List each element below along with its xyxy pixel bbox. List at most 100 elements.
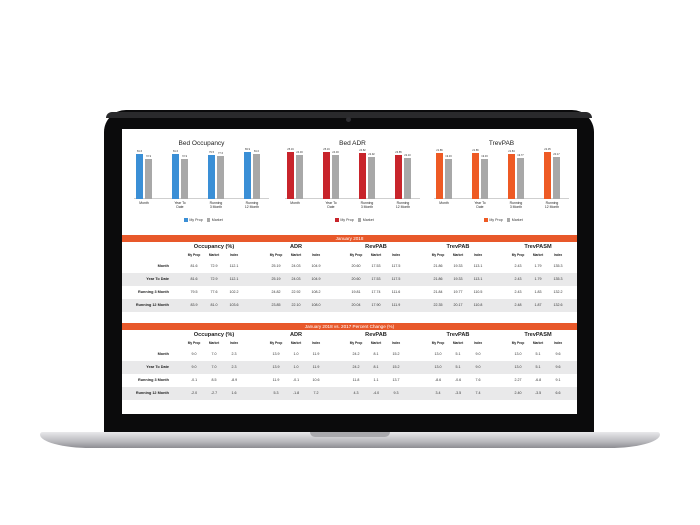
charts-area: Bed Occupancy Month Year To Date Running 3 … [122,129,577,231]
table-cell: 102.2 [229,290,239,294]
row-label: Year To Date [146,365,169,369]
bar-my-prop [472,153,479,199]
table-subheader-row: My Prop Market Index My Prop Market Index My P… [122,252,577,260]
lid-bezel-highlight [106,112,592,118]
table-cell: -8.9 [230,378,238,382]
chart-title: Bed Occupancy [178,140,225,147]
table-cell: 11.9 [312,352,320,356]
bar-value-label: 21.86 [436,149,443,153]
table-cell: 79.5 [190,290,198,294]
category-label: Running 3 Month [360,201,374,209]
table-cell: 1.83 [534,290,542,294]
legend-label: Market [211,218,223,222]
table-subheader-row: My Prop Market Index My Prop Market Index My P… [122,340,577,348]
legend-swatch [357,218,362,222]
laptop-base [40,432,660,448]
table-group-header: Occupancy (%) [193,244,235,250]
table-cell: 25.19 [271,264,281,268]
table-column-header: Market [452,341,464,345]
table-cell: 13.0 [514,352,522,356]
row-label: Running 12 Month [135,391,169,395]
chart-baseline [285,198,420,199]
table-cell: 81.0 [210,303,218,307]
table-cell: 17.53 [371,277,381,281]
table-cell: 83.9 [190,303,198,307]
table-cell: 135.3 [553,277,563,281]
table-row: Year To Date 81.6 72.9 112.1 25.19 24.03 104.9… [122,273,577,286]
chart-title: TrevPAB [488,140,515,147]
bar-market [553,156,560,199]
legend-label: My Prop [489,218,503,222]
row-label: Month [157,352,169,356]
bar-my-prop [323,152,330,199]
bar-value-label: 22.92 [368,152,375,156]
bar-market [368,156,375,199]
row-label: Month [157,264,169,268]
table-cell: -2.7 [210,391,218,395]
chart-legend: My Prop Market [285,218,420,222]
table-cell: 108.2 [311,290,321,294]
bar-value-label: 81.0 [253,150,260,153]
bar-value-label: 19.33 [481,154,488,158]
table-cell: 81.6 [190,277,198,281]
table-cell: 6.6 [555,391,561,395]
table-column-header: My Prop [431,341,445,345]
table-cell: 104.9 [311,264,321,268]
section-title-percent-change: January 2018 vs. 2017 Percent Change (%) [122,323,577,330]
table-column-header: Index [553,253,563,257]
bar-my-prop [287,152,294,199]
chart-trevpab: TrevPAB Month Year To Date Running 3 Month R… [434,129,569,231]
bar-my-prop [395,154,402,199]
table-column-header: Index [391,253,401,257]
table-cell: 1.79 [534,277,542,281]
laptop-notch [310,432,390,437]
table-cell: 8.1 [373,352,379,356]
legend-label: My Prop [189,218,203,222]
table-cell: 7.6 [475,378,481,382]
bar-value-label: 24.82 [359,149,366,153]
table-cell: 13.0 [434,352,442,356]
table-column-header: My Prop [349,341,363,345]
category-label: Running 12 Month [395,201,411,209]
bar-value-label: 83.9 [244,148,251,152]
table-cell: 20.17 [453,303,463,307]
table-cell: 132.2 [553,290,563,294]
table-cell: 108.0 [311,303,321,307]
table-cell: 24.2 [352,365,360,369]
bar-market [481,158,488,199]
table-column-header: Market [290,341,302,345]
category-label: Month [139,201,149,205]
bar-value-label: 72.9 [145,154,152,158]
table-row: Year To Date 9.0 7.0 2.3 13.9 1.0 11.9 24.2 8.1 1… [122,361,577,374]
table-cell: 7.0 [211,365,217,369]
summary-table: Occupancy (%) ADR RevPAB TrevPAB TrevPASM My … [122,242,577,312]
table-cell: 117.5 [391,264,401,268]
table-cell: 7.0 [211,352,217,356]
table-cell: 104.9 [311,277,321,281]
table-cell: 15.2 [392,352,400,356]
table-column-header: Market [532,253,544,257]
table-cell: 112.1 [229,277,239,281]
table-cell: 22.35 [433,303,443,307]
table-cell: 81.6 [190,264,198,268]
table-cell: 24.82 [271,290,281,294]
table-cell: 19.81 [351,290,361,294]
bar-value-label: 21.86 [472,149,479,153]
chart-legend: My Prop Market [434,218,569,222]
table-cell: 19.33 [453,277,463,281]
table-cell: 2.48 [514,303,522,307]
chart-plot: 21.86 19.33 21.86 19.33 21.84 19.77 22.35 20.17 [434,148,569,199]
table-cell: 21.84 [433,290,443,294]
table-column-header: My Prop [431,253,445,257]
table-cell: 2.3 [231,352,237,356]
table-column-header: My Prop [349,253,363,257]
table-column-header: My Prop [187,253,201,257]
table-cell: -0.1 [292,378,300,382]
table-cell: 72.9 [210,264,218,268]
table-cell: 7.4 [475,391,481,395]
table-row: Running 3 Month 79.5 77.6 102.2 24.82 22.92 10… [122,286,577,299]
category-label: Running 3 Month [209,201,223,209]
table-cell: 112.1 [229,264,239,268]
bar-my-prop [208,154,215,199]
table-column-header: My Prop [511,341,525,345]
